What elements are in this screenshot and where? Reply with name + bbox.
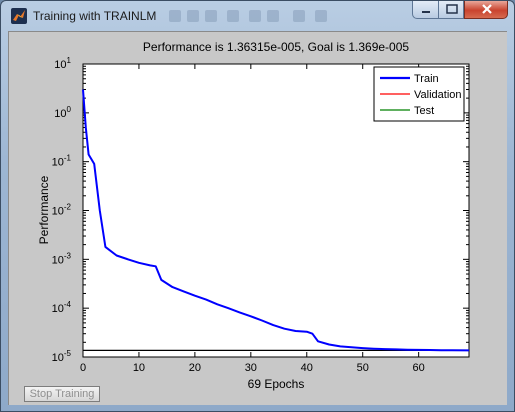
tick-marks [82, 63, 469, 358]
series-line-train [82, 89, 470, 352]
x-tick-labels: 0 10 20 30 40 50 60 [80, 362, 425, 374]
y-tick-label: 10-1 [52, 154, 72, 169]
window-title: Training with TRAINLM [33, 9, 157, 23]
x-tick-label: 40 [301, 362, 313, 374]
matlab-icon [11, 8, 27, 24]
x-tick-label: 10 [133, 362, 145, 374]
x-tick-label: 20 [189, 362, 201, 374]
y-axis-label: Performance [37, 175, 51, 244]
x-tick-label: 30 [245, 362, 257, 374]
y-tick-label: 101 [54, 56, 71, 71]
legend[interactable]: Train Validation Test [373, 66, 465, 122]
y-tick-label: 10-5 [52, 349, 72, 364]
x-axis-label: 69 Epochs [248, 377, 305, 391]
x-tick-label: 60 [413, 362, 425, 374]
figure-area: Performance is 1.36315e-005, Goal is 1.3… [8, 31, 507, 405]
y-tick-label: 10-4 [52, 300, 72, 315]
minimize-button[interactable] [412, 1, 438, 19]
performance-plot: Performance is 1.36315e-005, Goal is 1.3… [37, 40, 470, 391]
y-tick-label: 10-2 [52, 203, 72, 218]
y-tick-labels: 101 100 10-1 10-2 10-3 10-4 10-5 [52, 56, 72, 364]
close-button[interactable] [464, 1, 508, 19]
stop-training-button[interactable]: Stop Training [24, 386, 100, 402]
maximize-icon [446, 4, 458, 14]
chart-title: Performance is 1.36315e-005, Goal is 1.3… [143, 40, 409, 54]
toolbar-reflection [169, 10, 349, 24]
x-tick-label: 0 [80, 362, 86, 374]
legend-label-test: Test [414, 105, 434, 117]
y-tick-label: 10-3 [52, 251, 72, 266]
series-lines [82, 89, 470, 352]
minimize-icon [422, 11, 430, 13]
x-tick-label: 50 [357, 362, 369, 374]
y-tick-label: 100 [54, 105, 71, 120]
title-bar[interactable]: Training with TRAINLM [1, 1, 514, 31]
legend-label-validation: Validation [414, 89, 462, 101]
legend-label-train: Train [414, 73, 439, 85]
close-icon [482, 4, 492, 14]
maximize-button[interactable] [438, 1, 464, 19]
window-controls [412, 1, 508, 21]
